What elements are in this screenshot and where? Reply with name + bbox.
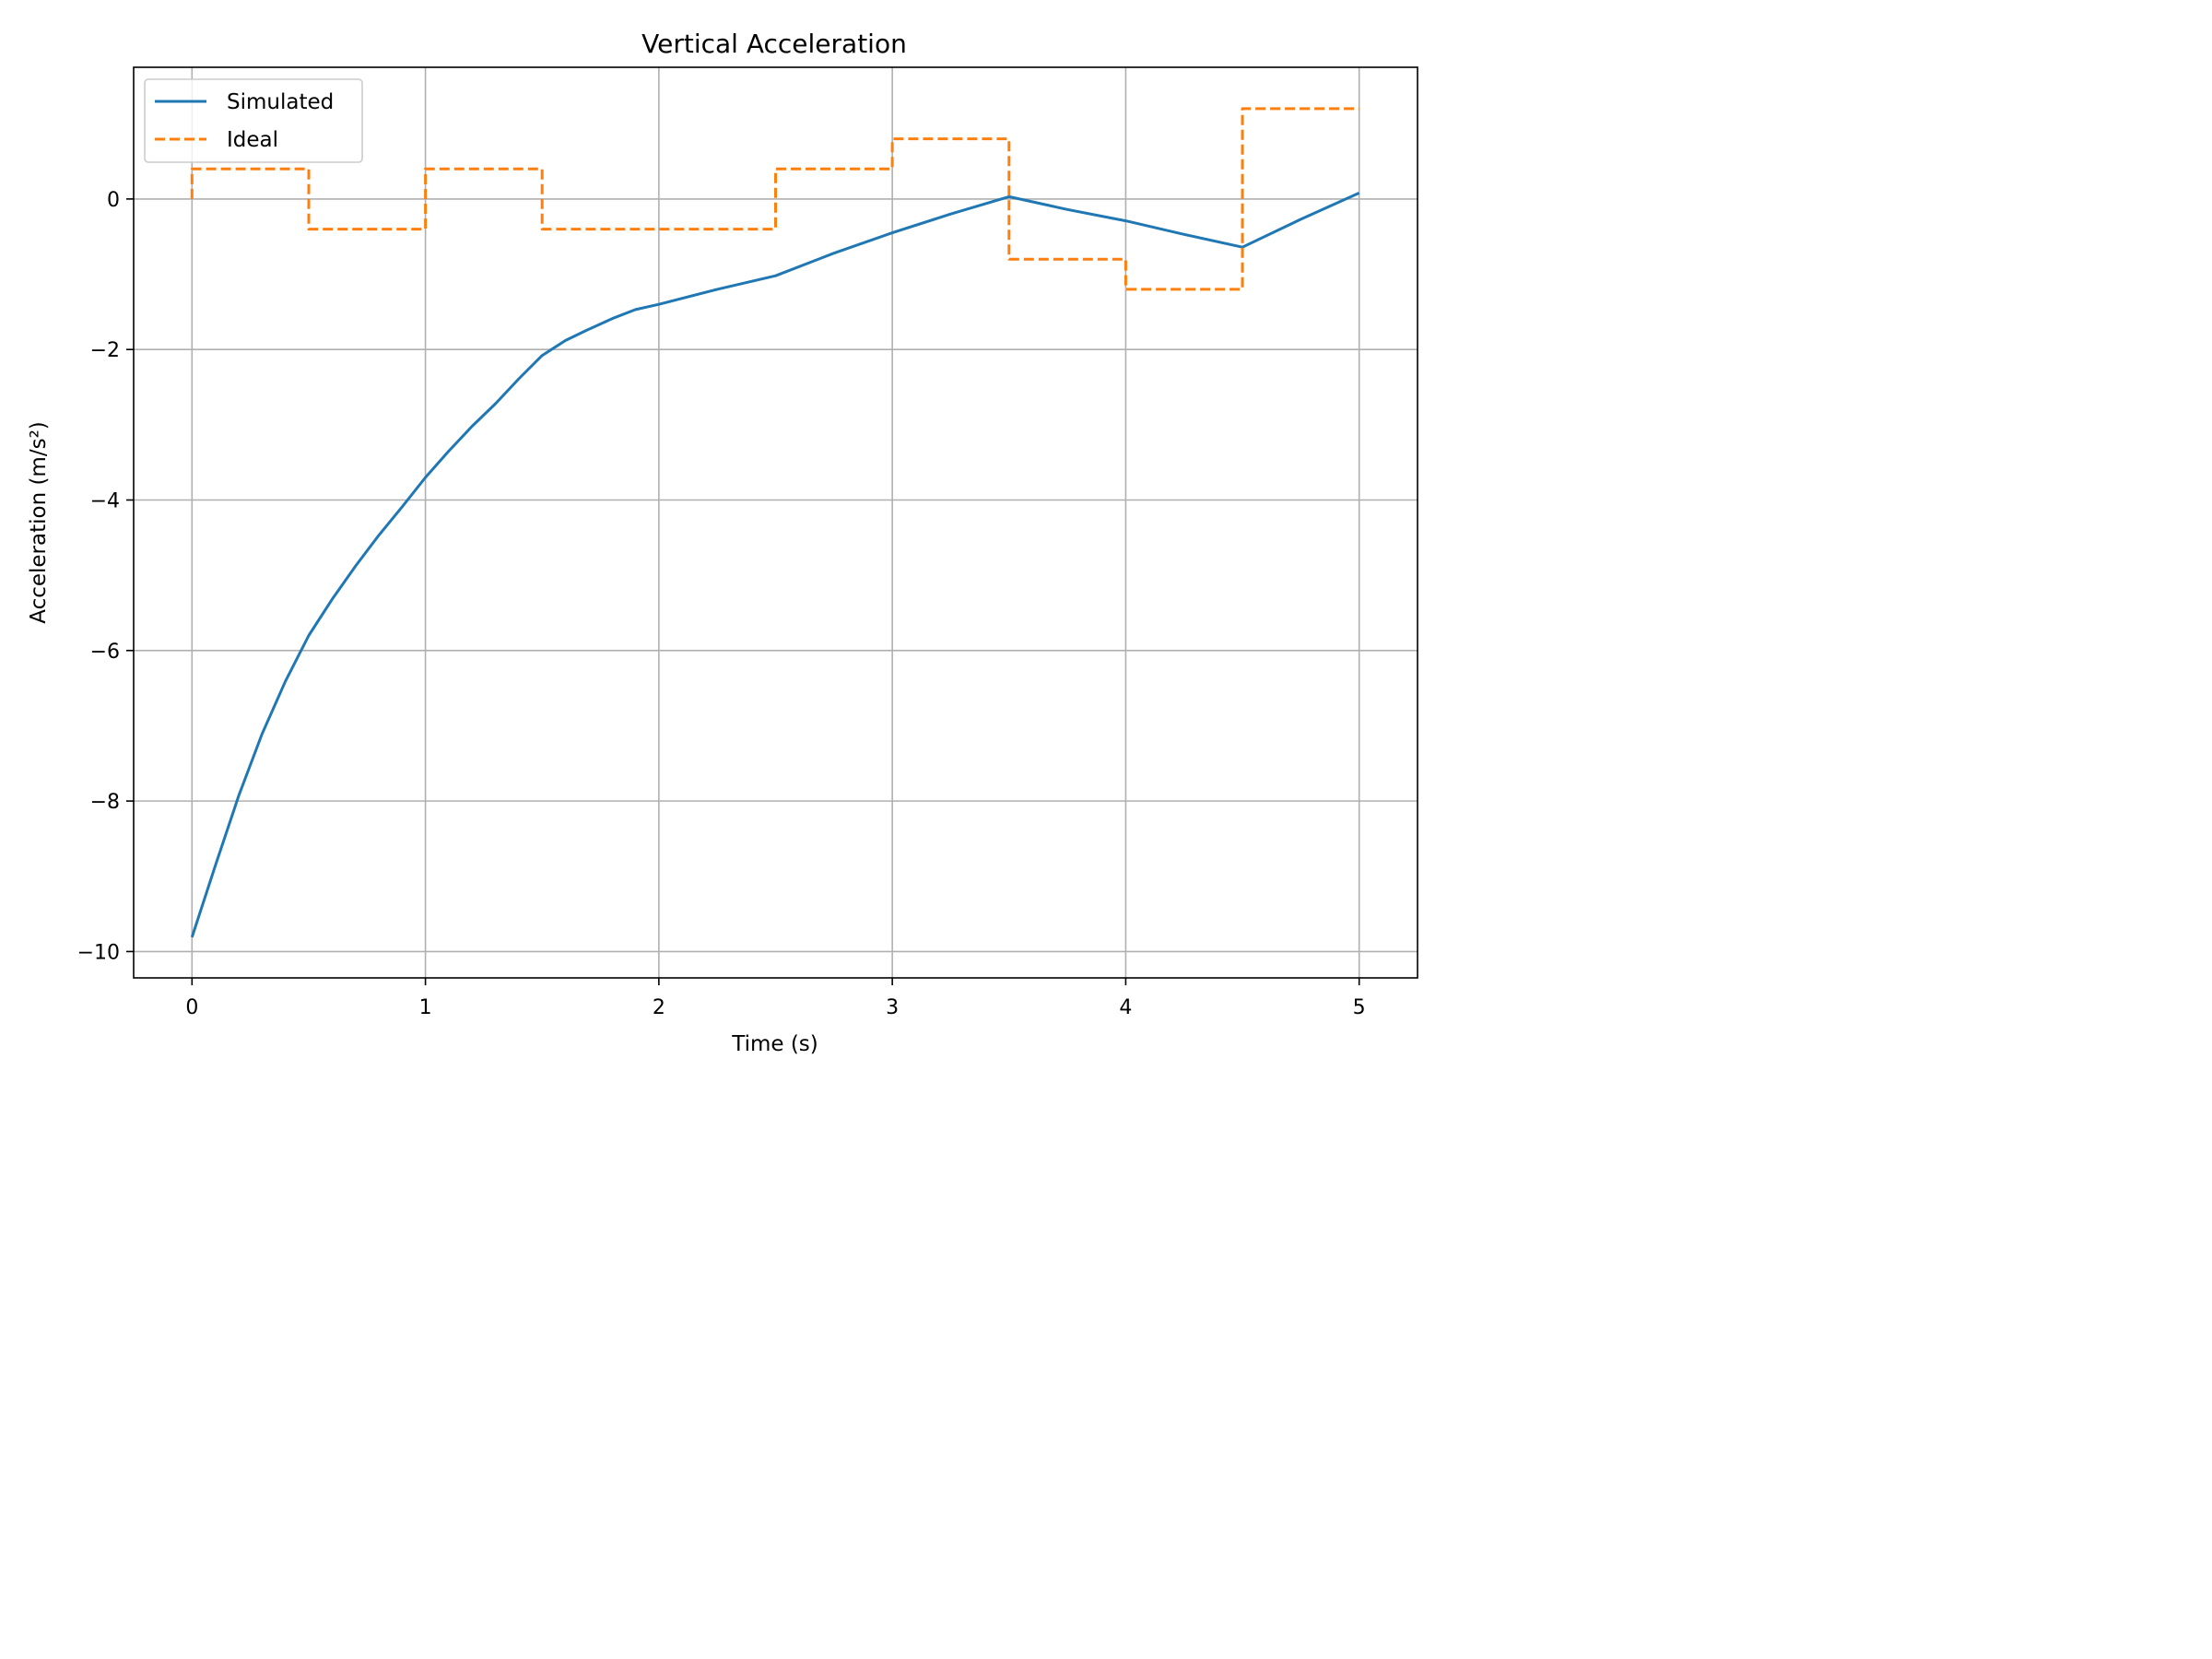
y-tick-label: 0	[107, 189, 120, 212]
legend-label-ideal: Ideal	[227, 128, 278, 152]
series-lines	[190, 107, 1360, 938]
y-tick-label: −4	[90, 490, 120, 513]
x-tick-label: 5	[1353, 996, 1366, 1019]
grid-lines	[134, 67, 1418, 978]
x-tick-label: 0	[185, 996, 198, 1019]
series-line-simulated	[190, 192, 1360, 938]
x-tick-label: 2	[653, 996, 665, 1019]
x-axis-label: Time (s)	[731, 1032, 818, 1056]
plot-frame	[133, 66, 1418, 979]
y-axis-label: Acceleration (m/s²)	[27, 421, 51, 624]
legend: Simulated Ideal	[144, 78, 363, 163]
x-axis-ticks: 0 1 2 3 4 5	[185, 978, 1366, 1019]
series-line-ideal	[190, 107, 1359, 291]
y-tick-label: −10	[77, 941, 120, 964]
y-tick-label: −6	[90, 641, 120, 664]
legend-label-simulated: Simulated	[227, 90, 334, 114]
x-tick-label: 4	[1119, 996, 1132, 1019]
acceleration-chart: Vertical Acceleration 0 1 2 3 4 5 −10 −8 −6 −4 −2…	[27, 29, 1418, 1056]
y-tick-label: −2	[90, 339, 120, 362]
chart-title: Vertical Acceleration	[641, 29, 907, 59]
x-tick-label: 1	[419, 996, 432, 1019]
y-tick-label: −8	[90, 791, 120, 814]
x-tick-label: 3	[886, 996, 899, 1019]
y-axis-ticks: −10 −8 −6 −4 −2 0	[77, 189, 134, 964]
